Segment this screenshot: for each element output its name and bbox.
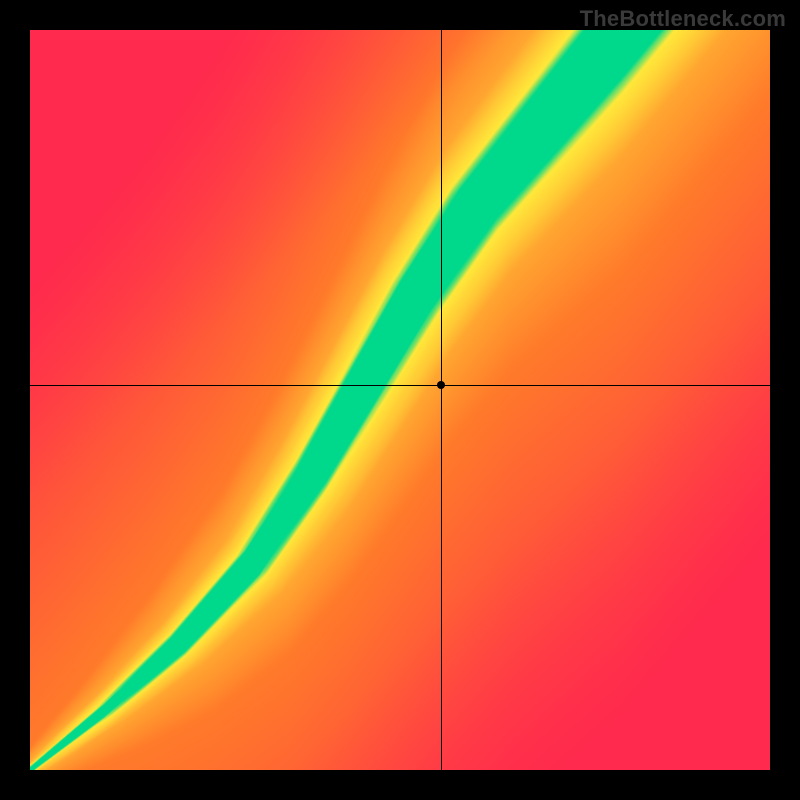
- crosshair-vertical: [441, 30, 442, 770]
- watermark-label: TheBottleneck.com: [580, 6, 786, 32]
- plot-area: [30, 30, 770, 770]
- marker-dot: [437, 381, 445, 389]
- heatmap-canvas: [30, 30, 770, 770]
- chart-container: TheBottleneck.com: [0, 0, 800, 800]
- crosshair-horizontal: [30, 385, 770, 386]
